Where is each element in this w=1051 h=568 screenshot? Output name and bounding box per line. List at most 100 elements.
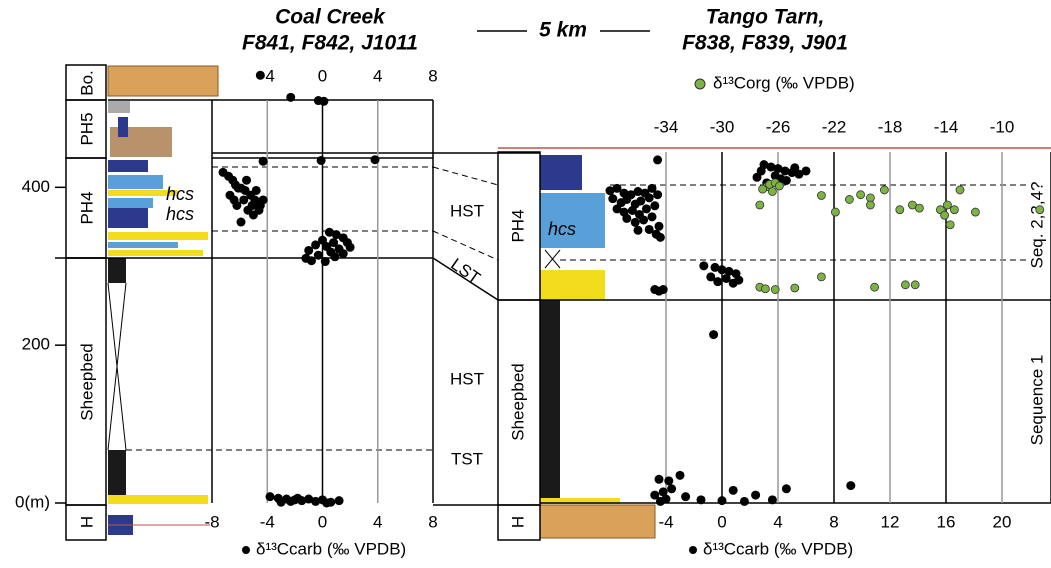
lithology-label: hcs xyxy=(166,184,194,204)
data-point xyxy=(653,190,663,200)
data-point xyxy=(780,166,790,176)
data-point xyxy=(627,206,637,215)
data-point xyxy=(622,194,632,204)
data-point xyxy=(713,277,723,287)
data-point xyxy=(338,249,348,259)
right-title: Tango Tarn, xyxy=(706,6,825,29)
data-point xyxy=(766,162,776,172)
sequence-label: Seq. 2,3,4? xyxy=(1027,182,1046,269)
data-point xyxy=(675,470,685,480)
data-point xyxy=(320,257,330,267)
data-point xyxy=(311,496,321,506)
y-tick-label: 200 xyxy=(22,335,50,354)
data-point xyxy=(761,284,770,294)
data-point xyxy=(790,283,800,293)
left-subtitle: F841, F842, J1011 xyxy=(242,32,418,55)
data-point xyxy=(334,496,344,506)
lithology-label: hcs xyxy=(548,219,576,239)
data-point xyxy=(330,252,340,262)
unit-label: Sheepbed xyxy=(77,343,96,421)
data-point xyxy=(653,155,663,165)
x-axis-title: δ¹³Ccarb (‰ VPDB) xyxy=(256,539,406,558)
data-point xyxy=(710,262,720,272)
data-point xyxy=(866,200,875,210)
data-point xyxy=(901,280,910,290)
data-point xyxy=(667,484,677,494)
x-top-tick-label: 0 xyxy=(318,66,327,85)
data-point xyxy=(880,185,889,195)
data-point xyxy=(709,330,719,340)
right-lithology xyxy=(539,155,656,539)
data-point xyxy=(775,181,784,191)
data-point xyxy=(622,213,632,223)
data-point xyxy=(608,194,618,204)
data-point xyxy=(790,163,800,173)
systems-tract: HST xyxy=(450,369,484,388)
data-point xyxy=(756,166,766,176)
x-tick-label: -4 xyxy=(260,512,275,531)
data-point xyxy=(971,207,980,217)
data-point xyxy=(664,476,674,486)
data-point xyxy=(728,485,738,495)
data-point xyxy=(910,280,920,290)
data-point xyxy=(768,187,777,196)
data-point xyxy=(739,496,749,506)
data-point xyxy=(721,273,731,283)
data-point xyxy=(955,185,965,195)
data-point xyxy=(319,96,329,106)
y-tick-label: 0(m) xyxy=(15,492,50,511)
data-point xyxy=(313,250,323,260)
data-point xyxy=(817,191,826,200)
lithology-label: hcs xyxy=(166,204,194,224)
data-point xyxy=(630,217,640,227)
data-point xyxy=(255,70,265,80)
data-point xyxy=(770,285,780,294)
data-point xyxy=(644,193,654,203)
data-point xyxy=(236,217,246,227)
data-point xyxy=(870,282,879,292)
data-point xyxy=(316,155,326,165)
data-point xyxy=(633,187,643,197)
unit-label: H xyxy=(77,516,96,528)
x2-tick-label: -30 xyxy=(710,117,735,136)
unit-boxes xyxy=(497,151,541,541)
data-point xyxy=(311,240,321,250)
sequence-label: Sequence 1 xyxy=(1027,355,1046,446)
x2-tick-label: -18 xyxy=(878,117,903,136)
data-point xyxy=(706,272,716,282)
data-point xyxy=(605,186,615,196)
data-point xyxy=(633,225,643,235)
systems-tract: HST xyxy=(450,201,484,220)
data-point xyxy=(639,215,649,225)
data-point xyxy=(817,272,826,282)
data-point xyxy=(654,221,664,231)
systems-tract: TST xyxy=(451,449,483,468)
data-point xyxy=(286,92,296,102)
x-top-tick-label: -4 xyxy=(260,66,275,85)
data-point xyxy=(950,205,959,215)
data-point xyxy=(856,190,865,200)
data-point xyxy=(696,495,706,505)
data-point xyxy=(254,205,264,215)
right-subtitle: F838, F839, J901 xyxy=(682,32,848,55)
data-point xyxy=(233,183,243,193)
x-tick-label: 8 xyxy=(829,512,838,531)
data-point xyxy=(655,232,665,242)
data-point xyxy=(636,196,646,206)
x-tick-label: 4 xyxy=(373,512,382,531)
data-point xyxy=(755,200,765,210)
data-point xyxy=(251,185,261,195)
data-point xyxy=(758,184,767,194)
x-top-tick-label: 4 xyxy=(373,66,382,85)
data-point xyxy=(943,200,952,210)
data-point xyxy=(306,256,316,266)
x-tick-label: 0 xyxy=(717,512,726,531)
systems-tract: LST xyxy=(447,254,483,287)
data-point xyxy=(293,493,303,503)
data-point xyxy=(265,492,275,502)
unit-label: Bo. xyxy=(77,70,96,96)
data-point xyxy=(895,205,905,215)
data-point xyxy=(915,203,924,213)
x2-tick-label: -14 xyxy=(934,117,959,136)
